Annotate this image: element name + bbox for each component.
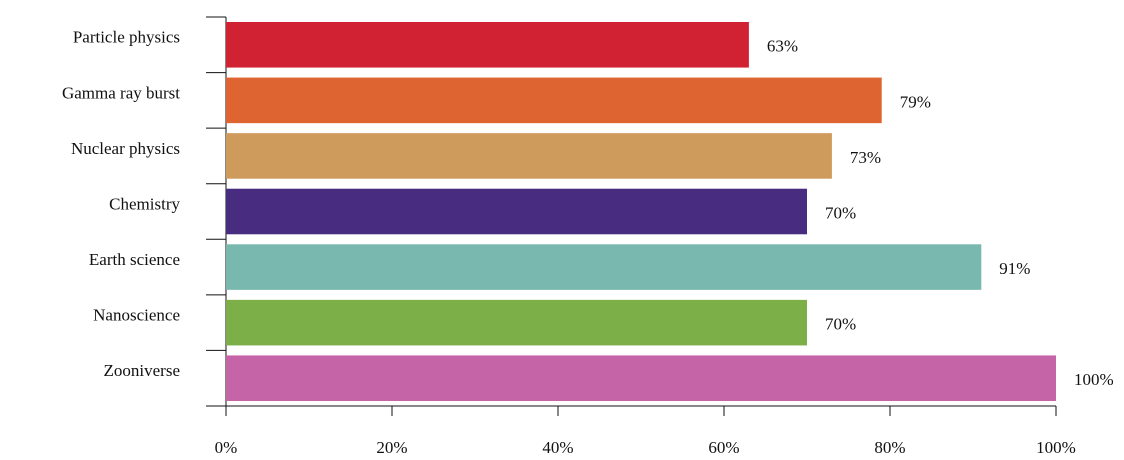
y-tick-label: Particle physics [73, 28, 180, 47]
x-tick-label: 20% [376, 438, 407, 457]
y-tick-label: Chemistry [109, 194, 180, 213]
value-label: 91% [999, 259, 1030, 278]
y-tick-label: Nuclear physics [71, 139, 180, 158]
value-label: 63% [767, 37, 798, 56]
bar [226, 355, 1056, 401]
bar [226, 299, 807, 346]
bar [226, 188, 807, 235]
bar [226, 244, 982, 290]
value-label: 70% [825, 203, 856, 222]
y-tick-label: Earth science [89, 250, 180, 269]
x-tick-label: 80% [874, 438, 905, 457]
bar [226, 77, 882, 124]
value-label: 73% [850, 148, 881, 167]
x-tick-label: 60% [708, 438, 739, 457]
x-tick-label: 100% [1036, 438, 1076, 457]
y-tick-label: Nanoscience [93, 306, 180, 325]
bar [226, 22, 749, 68]
value-label: 79% [900, 92, 931, 111]
x-tick-label: 40% [542, 438, 573, 457]
bar [226, 133, 832, 179]
x-tick-label: 0% [215, 438, 238, 457]
value-label: 100% [1074, 370, 1114, 389]
y-tick-label: Zooniverse [104, 361, 180, 380]
value-label: 70% [825, 315, 856, 334]
y-tick-label: Gamma ray burst [62, 83, 180, 102]
